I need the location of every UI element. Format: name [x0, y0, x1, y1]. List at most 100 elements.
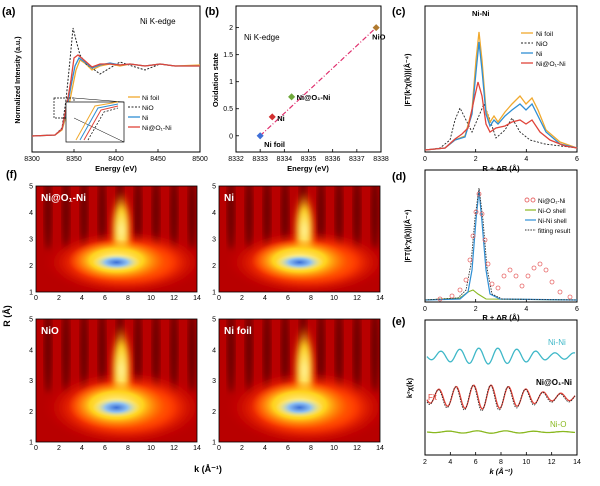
d-exp-point [557, 289, 563, 295]
d-exp-point [549, 279, 555, 285]
f-y-tick-label: 5 [212, 317, 216, 324]
f-x-tick-label: 2 [240, 445, 244, 452]
d-exp-point [437, 296, 443, 302]
panel-d: (d) |FT(k³χ(k))|(Å⁻⁴) R + ΔR (Å) 0 2 4 6 Ni… [392, 169, 579, 322]
f-x-tick-label: 8 [309, 445, 313, 452]
x-tick-label: 6 [575, 306, 579, 313]
f-x-tick-label: 6 [103, 445, 107, 452]
c-legend-ni: Ni [536, 51, 543, 58]
b-point-label: Ni [277, 114, 285, 123]
panel-b-ylabel: Oxidation state [211, 53, 220, 107]
d-curve-ni-o-shell [424, 289, 578, 301]
f-x-tick-label: 12 [353, 295, 361, 302]
d-exp-point [525, 273, 531, 279]
x-tick-label: 8332 [228, 156, 244, 163]
f-x-tick-label: 2 [57, 445, 61, 452]
panel-f-tag: (f) [6, 169, 17, 181]
y-tick-label: 1 [229, 79, 233, 86]
b-fit-line [259, 27, 377, 137]
f-x-tick-label: 14 [193, 445, 201, 452]
f-map-label: Ni [224, 193, 234, 204]
f-map-frame [35, 185, 198, 293]
d-exp-point [467, 257, 473, 263]
d-exp-point [476, 191, 482, 197]
f-y-tick-label: 2 [212, 409, 216, 416]
b-point [268, 113, 276, 121]
f-y-tick-label: 1 [212, 440, 216, 447]
f-y-tick-label: 5 [212, 184, 216, 191]
f-x-tick-label: 6 [103, 295, 107, 302]
panel-f-ylabel: R (Å) [2, 305, 12, 327]
c-legend-ni-o1: Ni@O₁-Ni [536, 61, 566, 68]
a-legend-ni-o1: Ni@O₁-Ni [142, 125, 172, 132]
panel-c-annotation: Ni-Ni [472, 9, 490, 18]
panel-e-xticks: 2 4 6 8 10 12 14 [423, 452, 581, 466]
panel-b-yticks: 0 0.5 1 1.5 2 [223, 25, 239, 140]
x-tick-label: 2 [474, 156, 478, 163]
x-tick-label: 8338 [373, 156, 389, 163]
f-map-label: NiO [41, 326, 59, 337]
f-x-tick-label: 10 [330, 295, 338, 302]
panel-b-tag: (b) [205, 6, 219, 18]
a-legend-nio: NiO [142, 105, 154, 112]
e-curve-ni-o [426, 430, 575, 434]
x-tick-label: 8334 [277, 156, 293, 163]
f-y-tick-label: 3 [212, 237, 216, 244]
panel-d-ylabel: |FT(k³χ(k))|(Å⁻⁴) [403, 210, 412, 263]
x-tick-label: 8 [499, 459, 503, 466]
panel-f-xlabel: k (Å⁻¹) [194, 464, 222, 474]
panel-c-xlabel: R + ΔR (Å) [482, 164, 520, 173]
panel-c-legend: Ni foil NiO Ni Ni@O₁-Ni [521, 31, 566, 68]
d-curve-fit [424, 187, 578, 301]
f-x-tick-label: 14 [193, 295, 201, 302]
f-y-tick-label: 5 [29, 184, 33, 191]
f-map-frame [218, 185, 381, 293]
panel-e-xlabel: k (Å⁻¹) [489, 467, 513, 476]
f-x-tick-label: 8 [126, 295, 130, 302]
e-label-ni-o: Ni-O [550, 420, 566, 429]
c-legend-nio: NiO [536, 41, 548, 48]
f-y-tick-label: 4 [29, 210, 33, 217]
panel-b-annotation: Ni K-edge [244, 33, 280, 42]
panel-d-legend: Ni@O₁-Ni Ni-O shell Ni-Ni shell fitting … [524, 197, 570, 235]
f-y-tick-label: 5 [29, 317, 33, 324]
y-tick-label: 0 [229, 133, 233, 140]
b-point-label: Ni foil [264, 140, 285, 149]
b-point-label: Ni@O₁-Ni [297, 93, 331, 102]
x-tick-label: 0 [423, 156, 427, 163]
c-curve-ni-foil [424, 31, 578, 151]
panel-a: (a) Ni K-edge Normalized Intensity (a.u.… [2, 5, 208, 173]
panel-a-xlabel: Energy (eV) [95, 164, 137, 173]
x-tick-label: 8335 [301, 156, 317, 163]
panel-e-ylabel: k²χ(k) [405, 377, 414, 398]
f-y-tick-label: 4 [212, 347, 216, 354]
x-tick-label: 6 [474, 459, 478, 466]
f-x-tick-label: 4 [80, 295, 84, 302]
f-x-tick-label: 6 [286, 295, 290, 302]
panel-c-ylabel: |FT(k³χ(k))|(Å⁻⁴) [403, 54, 412, 107]
y-tick-label: 0.5 [223, 106, 233, 113]
e-label-ni-o1: Ni@O₁-Ni [536, 378, 572, 387]
d-exp-point [495, 285, 501, 291]
f-y-tick-label: 1 [212, 290, 216, 297]
f-x-tick-label: 12 [170, 445, 178, 452]
d-exp-point [537, 261, 543, 267]
f-y-tick-label: 4 [29, 347, 33, 354]
f-y-tick-label: 3 [29, 378, 33, 385]
f-y-tick-label: 1 [29, 440, 33, 447]
x-tick-label: 14 [573, 459, 581, 466]
d-exp-point [567, 294, 573, 300]
d-exp-point [482, 237, 488, 243]
d-exp-point [513, 273, 519, 279]
panel-c-xticks: 0 2 4 6 [423, 149, 579, 163]
panel-c-frame [424, 5, 578, 153]
panel-c-tag: (c) [392, 6, 406, 18]
f-x-tick-label: 12 [353, 445, 361, 452]
d-exp-point [489, 281, 495, 287]
f-x-tick-label: 0 [217, 295, 221, 302]
c-curve-nio [424, 102, 578, 151]
c-curve-ni-o1 [424, 81, 578, 151]
